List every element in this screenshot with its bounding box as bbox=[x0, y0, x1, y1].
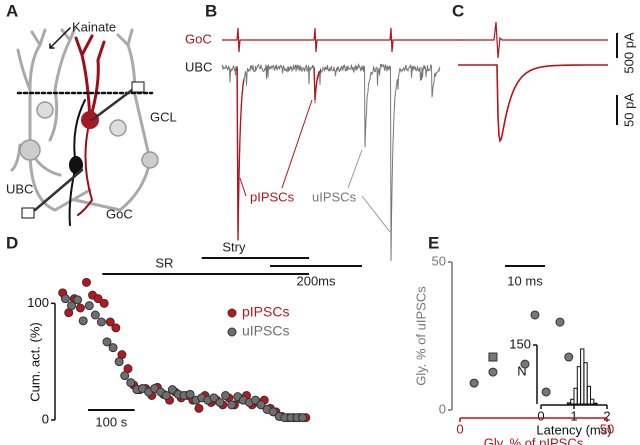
y-tick-label: 50 bbox=[432, 253, 446, 268]
y-tick-label: 0 bbox=[439, 401, 446, 416]
scale-label: 10 ms bbox=[507, 273, 543, 288]
ipsc-trace bbox=[458, 64, 608, 143]
x-axis-label: Latency (ms) bbox=[536, 422, 611, 437]
point bbox=[268, 407, 278, 417]
y-axis-label: Cum. act. (%) bbox=[27, 322, 42, 401]
scale-label: 500 pA bbox=[621, 32, 636, 74]
legend-marker bbox=[227, 308, 237, 318]
pipsc-trace bbox=[236, 67, 322, 241]
point bbox=[90, 310, 100, 320]
diagram-label: GoC bbox=[106, 206, 133, 221]
point bbox=[60, 294, 70, 304]
point bbox=[96, 317, 106, 327]
x-tick-label: 2 bbox=[603, 408, 610, 423]
y-axis-label: Gly. % of uIPSCs bbox=[413, 286, 428, 386]
panel-label: C bbox=[452, 1, 464, 20]
histogram-bar bbox=[590, 398, 595, 405]
histogram-bar bbox=[586, 385, 592, 405]
goc-trace bbox=[458, 21, 608, 59]
circuit-diagram bbox=[10, 26, 159, 226]
panel-label: A bbox=[6, 1, 18, 20]
scale-label: 200ms bbox=[296, 273, 336, 288]
point bbox=[161, 391, 171, 400]
point bbox=[209, 393, 219, 403]
annotation-label: SR bbox=[155, 255, 173, 270]
point bbox=[111, 323, 121, 333]
point bbox=[73, 295, 83, 305]
y-tick-label: 100 bbox=[27, 295, 49, 310]
point bbox=[221, 391, 231, 400]
x-tick-label: 0 bbox=[537, 408, 544, 423]
point bbox=[93, 294, 103, 304]
legend-label: uIPSCs bbox=[242, 323, 289, 339]
diagram-label: Kainate bbox=[72, 19, 116, 34]
trace-label: GoC bbox=[185, 31, 212, 46]
y-tick-label: 150 bbox=[509, 336, 531, 351]
annotation: uIPSCs bbox=[312, 189, 357, 204]
point bbox=[256, 400, 266, 410]
x-tick-label: 50 bbox=[600, 421, 614, 436]
y-axis-label: N bbox=[517, 363, 526, 378]
histogram-bar bbox=[583, 362, 588, 405]
legend-marker bbox=[227, 327, 237, 337]
diagram-label: GCL bbox=[150, 109, 177, 124]
point bbox=[114, 357, 124, 367]
legend-label: pIPSCs bbox=[242, 304, 289, 320]
point bbox=[564, 352, 574, 362]
point bbox=[227, 400, 237, 410]
diagram-label: UBC bbox=[6, 181, 33, 196]
point bbox=[126, 378, 136, 388]
point bbox=[108, 343, 118, 353]
point bbox=[469, 378, 479, 388]
histogram-bar bbox=[593, 402, 598, 405]
point bbox=[215, 398, 225, 407]
point bbox=[298, 413, 308, 423]
point bbox=[81, 277, 91, 287]
x-axis-label: Gly. % of pIPSCs bbox=[484, 435, 584, 445]
scale-label: 50 pA bbox=[621, 93, 636, 127]
point bbox=[78, 316, 88, 326]
x-tick-label: 0 bbox=[456, 421, 463, 436]
point bbox=[555, 317, 565, 327]
ubc-trace bbox=[221, 62, 441, 262]
point bbox=[84, 301, 94, 311]
scale-label: 100 s bbox=[95, 414, 127, 429]
point bbox=[99, 298, 109, 308]
annotation-label: Stry bbox=[222, 239, 246, 254]
point bbox=[167, 385, 177, 395]
point bbox=[67, 301, 77, 311]
y-tick-label: 0 bbox=[42, 411, 49, 426]
goc-trace bbox=[222, 27, 460, 53]
trace-label: UBC bbox=[185, 59, 212, 74]
point bbox=[488, 352, 498, 362]
point bbox=[102, 337, 112, 347]
point bbox=[194, 403, 204, 413]
point bbox=[75, 303, 85, 313]
point bbox=[541, 387, 551, 397]
point bbox=[105, 317, 115, 327]
panel-label: D bbox=[6, 233, 18, 252]
point bbox=[530, 310, 540, 320]
leader-line bbox=[347, 149, 391, 233]
point bbox=[488, 367, 498, 377]
point bbox=[520, 359, 530, 369]
x-tick-label: 1 bbox=[570, 408, 577, 423]
annotation: pIPSCs bbox=[250, 189, 295, 204]
point bbox=[120, 371, 130, 381]
panel-label: E bbox=[428, 233, 439, 252]
panel-label: B bbox=[205, 1, 217, 20]
leader-line bbox=[239, 99, 313, 197]
point bbox=[185, 389, 195, 399]
